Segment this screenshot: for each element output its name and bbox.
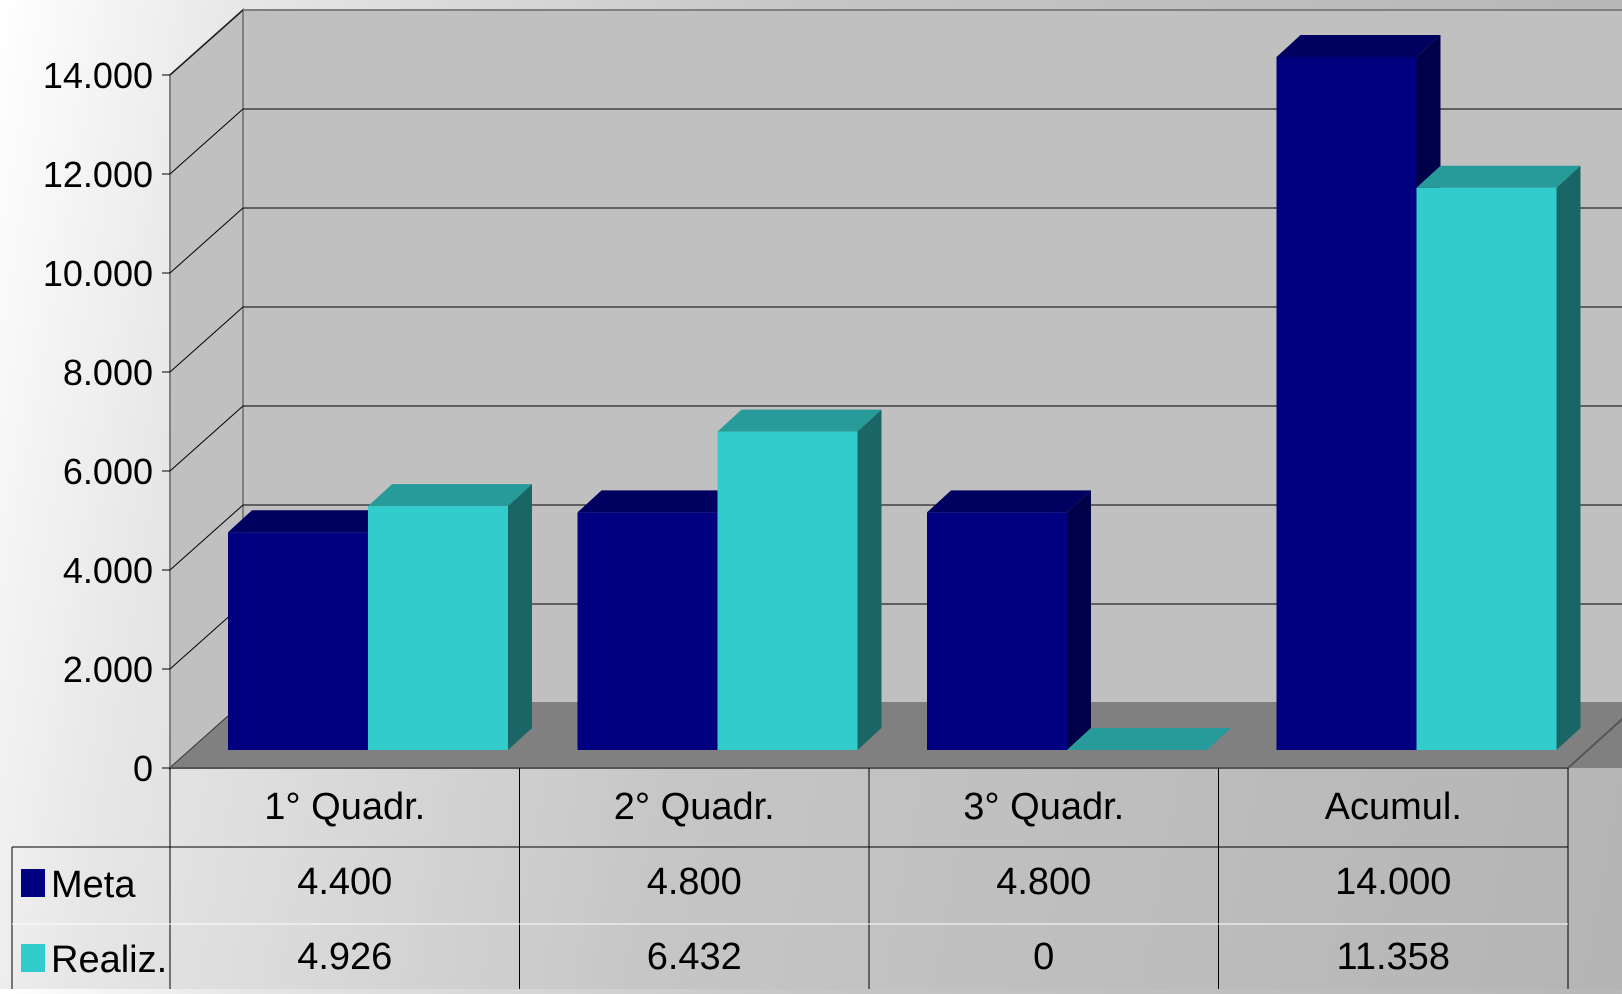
y-tick-label: 0 — [133, 748, 153, 789]
legend-label-meta: Meta — [51, 864, 136, 906]
bar-realiz-4 — [1416, 165, 1581, 751]
bar-meta-2 — [577, 490, 742, 750]
y-tick-label: 14.000 — [43, 55, 153, 96]
bar-front — [1416, 187, 1557, 751]
y-tick-label: 10.000 — [43, 253, 153, 294]
data-label: 4.800 — [996, 861, 1091, 903]
bar-realiz-1 — [368, 484, 532, 750]
bar-side — [1556, 165, 1581, 751]
gridline-side — [169, 405, 244, 472]
data-label: 0 — [1033, 936, 1054, 978]
legend-swatch-meta — [21, 869, 45, 897]
category-label: 2° Quadr. — [614, 786, 775, 828]
gridline-side — [169, 207, 244, 274]
bar-front — [577, 512, 718, 750]
bar-front — [717, 431, 858, 750]
bar-top — [577, 490, 742, 513]
bar-meta-4 — [1276, 35, 1441, 750]
gridline-side — [169, 9, 244, 76]
data-label: 4.800 — [647, 861, 742, 903]
bar-realiz-3 — [1067, 728, 1231, 750]
bar-side — [508, 484, 532, 750]
gridline-side — [169, 306, 244, 373]
bar-top — [228, 510, 392, 533]
bar-realiz-2 — [717, 409, 882, 750]
y-tick-label: 6.000 — [63, 451, 153, 492]
y-tick-label: 4.000 — [63, 550, 153, 591]
bar-side — [1067, 490, 1091, 750]
bar-top — [1067, 728, 1231, 750]
y-tick-label: 12.000 — [43, 154, 153, 195]
bar-front — [228, 532, 368, 750]
category-label: 1° Quadr. — [264, 786, 425, 828]
gridline-side — [169, 504, 244, 571]
bar-top — [368, 484, 532, 507]
y-tick-label: 2.000 — [63, 649, 153, 690]
floor-right-edge — [1567, 717, 1622, 769]
bar-top — [927, 490, 1091, 513]
legend-swatch-realiz — [21, 944, 45, 972]
bar-top — [1416, 165, 1581, 188]
data-label: 14.000 — [1335, 861, 1451, 903]
data-label: 4.926 — [297, 936, 392, 978]
category-label: 3° Quadr. — [963, 786, 1124, 828]
bar-front — [927, 512, 1067, 750]
legend-label-realiz: Realiz. — [51, 939, 167, 981]
bar-meta-1 — [228, 510, 392, 750]
gridline-side — [169, 108, 244, 175]
y-tick-label: 8.000 — [63, 352, 153, 393]
data-label: 6.432 — [647, 936, 742, 978]
data-label: 11.358 — [1337, 936, 1450, 978]
data-label: 4.400 — [297, 861, 392, 903]
floor — [170, 703, 1622, 768]
bar-side — [857, 409, 882, 750]
bar-front — [1276, 57, 1417, 750]
bar-meta-3 — [927, 490, 1091, 750]
bar-top — [717, 409, 882, 432]
bar-top — [1276, 35, 1441, 57]
category-label: Acumul. — [1325, 786, 1462, 828]
bar-front — [368, 506, 508, 750]
